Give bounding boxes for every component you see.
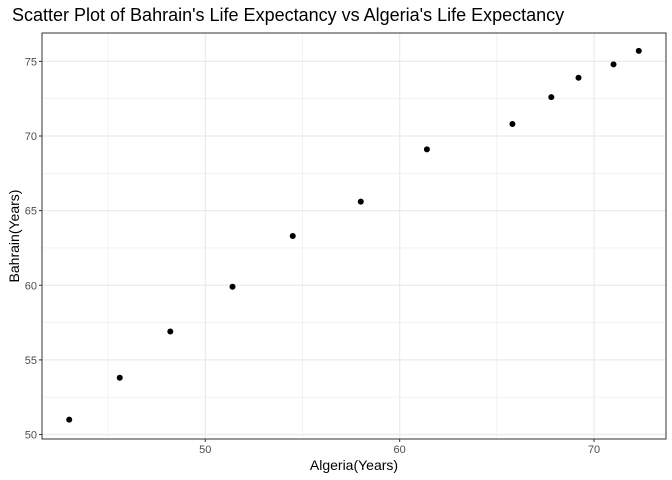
y-tick-label: 55 bbox=[25, 355, 37, 367]
data-point bbox=[635, 47, 642, 54]
y-tick-label: 50 bbox=[25, 430, 37, 442]
plot-panel-border bbox=[41, 32, 667, 440]
axis-ticks: 50 60 70 50 55 60 65 70 75 bbox=[25, 56, 600, 456]
y-tick-label: 75 bbox=[25, 56, 37, 68]
data-point bbox=[289, 233, 296, 239]
data-point bbox=[167, 328, 174, 335]
y-tick-label: 60 bbox=[25, 280, 37, 292]
chart-title: Scatter Plot of Bahrain's Life Expectanc… bbox=[12, 5, 564, 25]
x-axis-title: Algeria(Years) bbox=[310, 457, 398, 473]
x-tick-label: 60 bbox=[394, 444, 406, 456]
grid-lines bbox=[42, 33, 666, 439]
x-tick-label: 50 bbox=[199, 444, 211, 456]
data-points bbox=[66, 47, 642, 423]
data-point bbox=[116, 374, 123, 381]
data-point bbox=[229, 283, 236, 290]
y-tick-label: 65 bbox=[25, 206, 37, 218]
data-point bbox=[509, 121, 516, 128]
y-tick-label: 70 bbox=[25, 131, 37, 143]
data-point bbox=[357, 198, 364, 205]
data-point bbox=[423, 146, 430, 153]
x-tick-label: 70 bbox=[588, 444, 600, 456]
data-point bbox=[575, 74, 582, 81]
data-point bbox=[66, 416, 73, 423]
data-point bbox=[548, 94, 555, 101]
y-axis-title: Bahrain(Years) bbox=[6, 190, 22, 283]
data-point bbox=[610, 61, 617, 68]
